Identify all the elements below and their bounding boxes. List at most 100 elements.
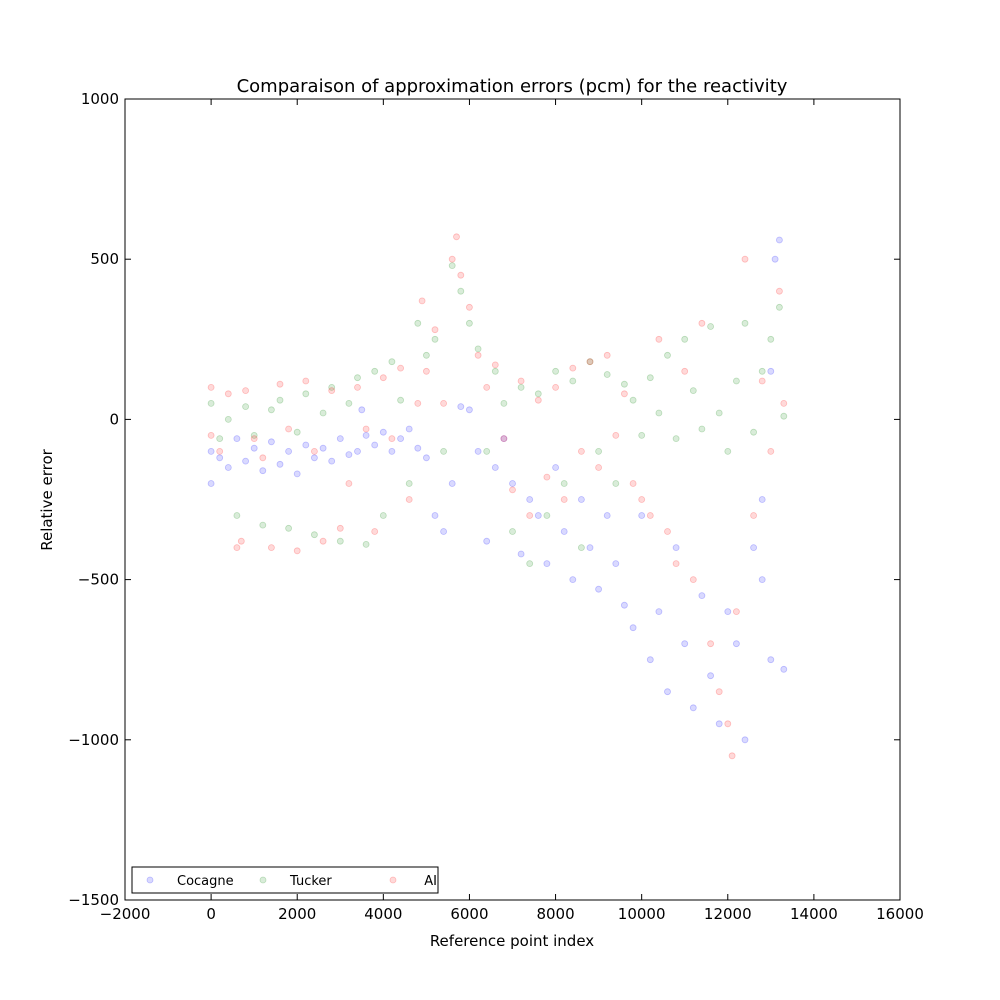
data-point-tucker-33	[491, 367, 499, 375]
data-point-ai-11	[285, 425, 293, 433]
data-point-ai-38	[500, 435, 508, 443]
data-point-tucker-55	[681, 335, 689, 343]
data-point-ai-13	[302, 377, 310, 385]
data-point-tucker-28	[448, 262, 456, 270]
data-point-ai-48	[586, 358, 594, 366]
data-point-ai-50	[603, 351, 611, 359]
y-axis-label: Relative error	[38, 448, 56, 550]
data-point-cocagne-10	[285, 447, 293, 455]
data-point-ai-47	[578, 447, 585, 455]
data-point-ai-64	[724, 720, 732, 728]
data-point-ai-34	[465, 303, 473, 311]
data-point-cocagne-17	[345, 451, 353, 459]
legend-label-ai: AI	[424, 874, 437, 889]
data-point-tucker-50	[638, 431, 646, 439]
data-point-cocagne-14	[319, 444, 327, 452]
legend-marker-cocagne	[146, 876, 154, 884]
data-point-cocagne-27	[422, 454, 430, 462]
data-point-cocagne-58	[689, 704, 697, 712]
data-point-ai-15	[319, 537, 327, 545]
data-point-ai-23	[388, 435, 396, 443]
plot-frame	[124, 98, 901, 901]
data-point-ai-0	[207, 383, 215, 391]
data-point-ai-32	[453, 233, 460, 241]
data-point-ai-33	[457, 271, 465, 279]
data-point-tucker-12	[310, 531, 318, 539]
data-point-tucker-63	[750, 428, 757, 436]
data-point-ai-26	[414, 399, 422, 407]
data-point-tucker-51	[646, 374, 654, 382]
data-point-tucker-45	[595, 447, 602, 455]
data-point-ai-39	[509, 486, 516, 494]
data-point-tucker-0	[207, 399, 215, 407]
data-point-cocagne-6	[250, 444, 258, 452]
data-point-tucker-62	[741, 319, 749, 327]
data-point-ai-58	[672, 560, 680, 567]
data-point-ai-19	[354, 383, 361, 391]
data-point-cocagne-68	[771, 255, 779, 263]
x-tick-label: 16000	[876, 905, 924, 923]
data-point-ai-65	[728, 752, 736, 760]
data-point-ai-2	[216, 447, 224, 455]
data-point-tucker-9	[285, 524, 293, 532]
data-point-ai-5	[237, 537, 245, 545]
data-point-cocagne-33	[474, 447, 482, 455]
data-point-tucker-7	[267, 406, 275, 414]
data-point-ai-28	[422, 367, 430, 375]
data-point-tucker-2	[224, 415, 232, 423]
data-point-ai-43	[543, 473, 551, 481]
data-point-tucker-61	[733, 377, 740, 385]
data-point-ai-36	[483, 383, 491, 391]
data-point-ai-61	[698, 319, 706, 327]
legend-box	[131, 866, 439, 894]
legend-label-tucker: Tucker	[289, 874, 332, 889]
data-point-ai-8	[259, 454, 267, 462]
data-point-ai-53	[629, 480, 637, 487]
data-point-tucker-3	[233, 512, 241, 519]
data-point-ai-40	[517, 377, 525, 385]
data-point-tucker-52	[655, 409, 663, 417]
data-point-ai-59	[681, 367, 689, 375]
data-point-cocagne-11	[293, 470, 301, 478]
data-point-tucker-56	[689, 387, 697, 395]
data-point-ai-42	[534, 396, 542, 404]
data-point-tucker-53	[664, 351, 671, 359]
data-point-cocagne-49	[612, 560, 620, 567]
data-point-cocagne-26	[414, 444, 422, 452]
data-point-cocagne-29	[440, 528, 448, 535]
data-point-ai-45	[560, 496, 568, 503]
data-point-ai-14	[310, 447, 318, 455]
data-point-cocagne-5	[242, 457, 250, 465]
y-tick-label: 500	[90, 250, 119, 268]
data-point-ai-56	[655, 335, 663, 343]
data-point-cocagne-39	[526, 496, 534, 503]
data-point-ai-52	[621, 390, 628, 398]
y-tick-label: −1500	[68, 891, 119, 909]
data-point-ai-54	[638, 496, 646, 503]
data-point-ai-7	[250, 435, 258, 443]
data-point-tucker-58	[707, 323, 714, 330]
data-point-tucker-15	[336, 537, 344, 545]
data-point-cocagne-52	[638, 512, 646, 519]
data-point-cocagne-21	[371, 441, 379, 449]
data-point-tucker-67	[780, 412, 788, 420]
data-point-cocagne-3	[224, 464, 232, 471]
data-point-cocagne-37	[509, 480, 516, 487]
x-tick-label: 10000	[618, 905, 666, 923]
data-point-tucker-27	[440, 447, 448, 455]
x-tick-label: 4000	[364, 905, 402, 923]
plot-points	[207, 233, 788, 760]
data-point-tucker-39	[543, 512, 551, 519]
data-point-tucker-64	[758, 367, 766, 375]
data-point-tucker-36	[517, 383, 525, 391]
data-point-ai-68	[750, 512, 757, 519]
data-point-cocagne-70	[780, 665, 788, 673]
legend-label-cocagne: Cocagne	[177, 874, 234, 889]
data-point-cocagne-62	[724, 608, 732, 615]
data-point-cocagne-61	[715, 720, 723, 728]
data-point-tucker-23	[405, 480, 413, 487]
data-point-cocagne-35	[491, 464, 499, 471]
data-point-tucker-17	[354, 374, 361, 382]
data-point-cocagne-42	[552, 464, 559, 471]
data-point-ai-3	[224, 390, 232, 398]
